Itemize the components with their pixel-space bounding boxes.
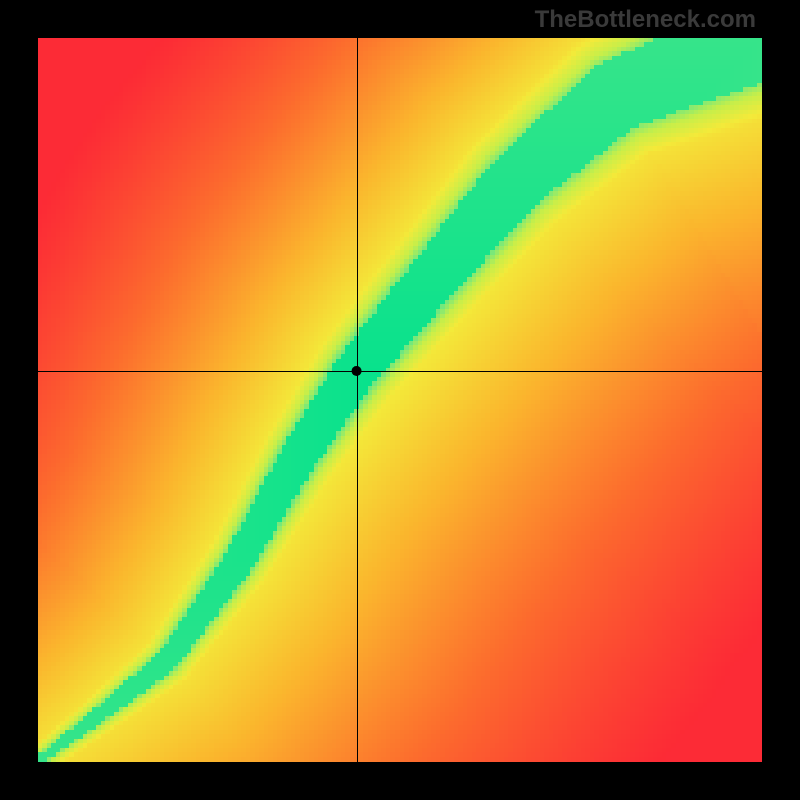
bottleneck-heatmap	[38, 38, 762, 762]
chart-frame: TheBottleneck.com	[0, 0, 800, 800]
watermark-text: TheBottleneck.com	[535, 6, 756, 34]
